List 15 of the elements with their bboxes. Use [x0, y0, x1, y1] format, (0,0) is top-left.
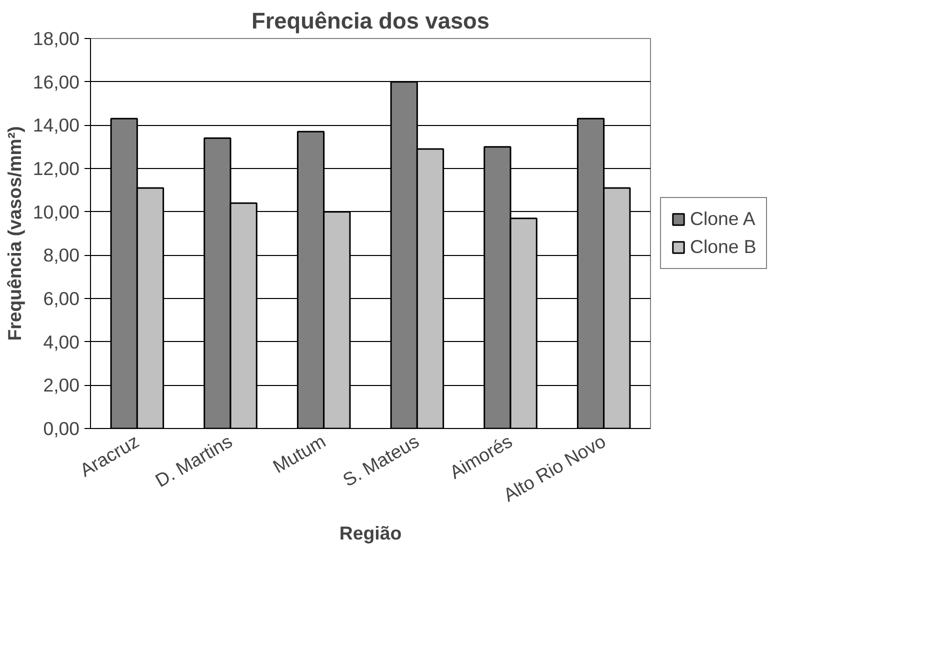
y-tick-label: 2,00 — [43, 374, 80, 396]
y-tick-label: 16,00 — [32, 71, 80, 92]
chart-title: Frequência dos vasos — [252, 8, 490, 34]
legend-label: Clone B — [690, 236, 756, 258]
y-tick-label: 6,00 — [43, 288, 80, 309]
y-tick-label: 18,00 — [32, 28, 80, 49]
y-axis-title: Frequência (vasos/mm²) — [4, 126, 25, 341]
y-tick-label: 10,00 — [32, 201, 80, 222]
x-axis-title: Região — [339, 522, 402, 544]
y-tick-label: 12,00 — [32, 158, 80, 179]
y-tick-label: 8,00 — [43, 244, 80, 266]
y-tick-label: 4,00 — [43, 331, 80, 352]
y-tick-label: 14,00 — [32, 114, 80, 136]
legend-label: Clone A — [690, 208, 756, 230]
y-tick-label: 0,00 — [43, 418, 80, 439]
